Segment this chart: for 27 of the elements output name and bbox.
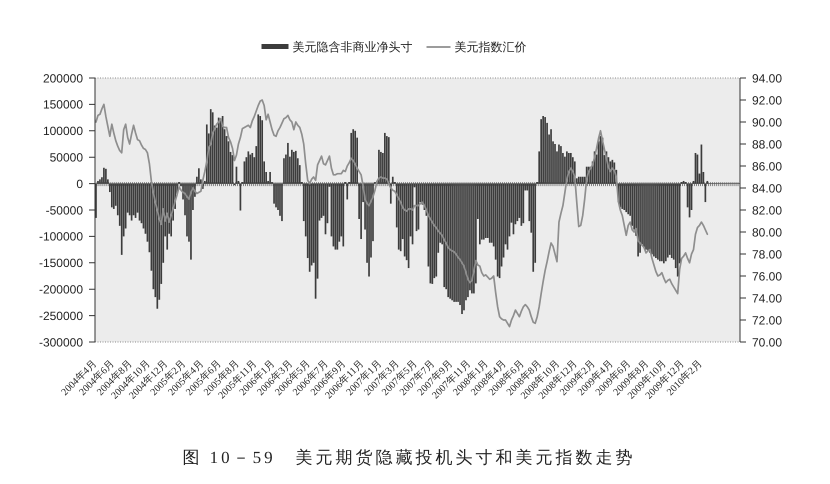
- y2-tick-label: 72.00: [752, 313, 782, 328]
- y-tick-label: 50000: [50, 150, 84, 164]
- y2-tick-label: 86.00: [752, 159, 782, 174]
- y2-tick-label: 70.00: [752, 335, 782, 350]
- y2-tick-label: 90.00: [752, 115, 782, 130]
- y2-tick-label: 84.00: [752, 181, 782, 196]
- y2-tick-label: 78.00: [752, 247, 782, 262]
- y-tick-label: -200000: [38, 282, 84, 296]
- y-tick-label: -150000: [38, 256, 84, 270]
- legend-label: 美元隐含非商业净头寸: [292, 40, 412, 54]
- y-tick-label: 200000: [42, 71, 84, 86]
- y-tick-label: -300000: [38, 335, 84, 350]
- y-tick-label: -250000: [38, 308, 84, 323]
- y2-tick-label: 74.00: [752, 291, 782, 306]
- y2-tick-label: 92.00: [752, 93, 782, 108]
- text: 图 10－59 美元期货隐藏投机头寸和美元指数走势: [182, 448, 636, 467]
- y2-tick-label: 76.00: [752, 269, 782, 284]
- y-tick-label: 150000: [42, 98, 84, 112]
- y2-tick-label: 94.00: [752, 71, 782, 86]
- y2-tick-label: 80.00: [752, 225, 782, 240]
- y-tick-label: 100000: [42, 124, 84, 138]
- y2-tick-label: 88.00: [752, 137, 782, 152]
- y-tick-label: -50000: [46, 203, 84, 218]
- y-tick-label: -100000: [38, 230, 84, 244]
- y2-tick-label: 82.00: [752, 203, 782, 218]
- legend-label: 美元指数汇价: [454, 40, 526, 54]
- y-tick-label: 0: [76, 176, 84, 191]
